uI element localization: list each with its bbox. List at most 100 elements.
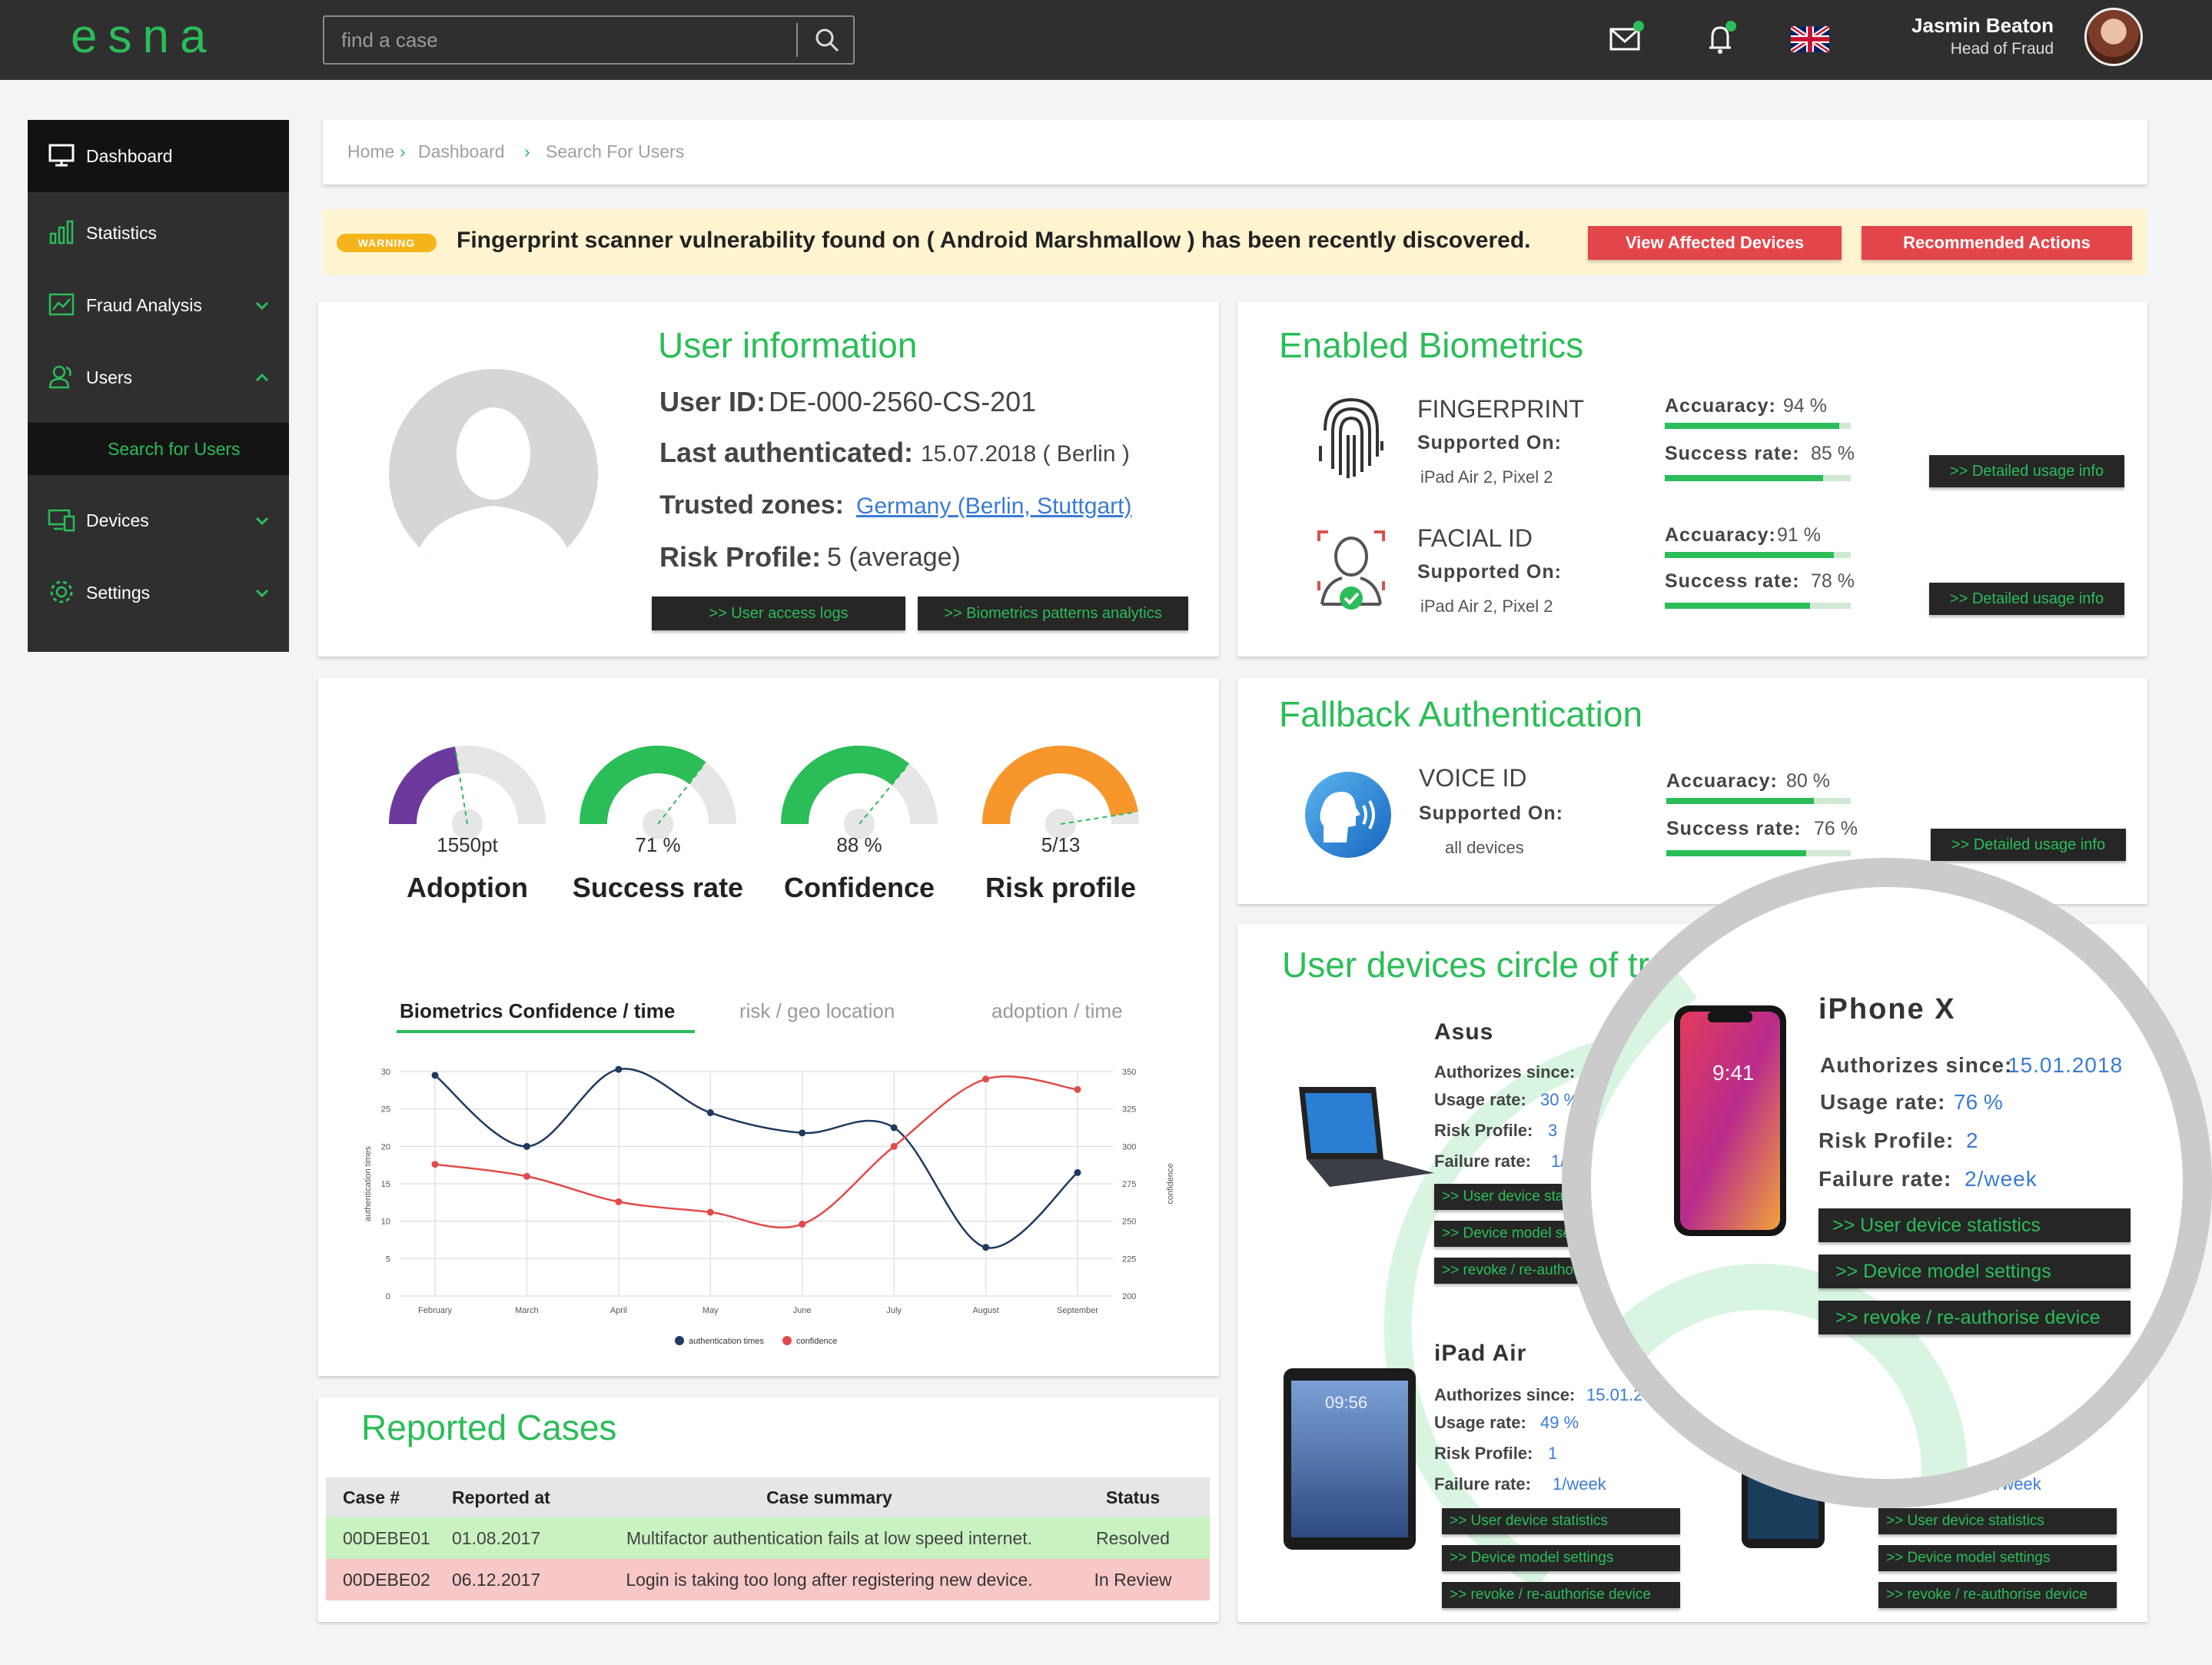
tab-adoption-time[interactable]: adoption / time <box>991 999 1123 1022</box>
mail-icon[interactable] <box>1606 18 1646 58</box>
gauge-value: 71 % <box>635 833 681 856</box>
gauge-value: 1550pt <box>437 833 498 856</box>
chart-series-line <box>434 1075 1078 1229</box>
chart-point <box>890 1142 898 1150</box>
table-row[interactable]: 00DEBE02 06.12.2017 Login is taking too … <box>326 1559 1210 1600</box>
ipad-device-stats-button[interactable]: >> User device statistics <box>1442 1508 1680 1534</box>
biometrics-patterns-analytics-button[interactable]: >> Biometrics patterns analytics <box>918 597 1188 630</box>
user-info-title: User information <box>658 325 918 365</box>
facial-id-accuracy-bar <box>1665 552 1851 558</box>
header-status[interactable]: Status <box>1105 1487 1161 1507</box>
case-id[interactable]: 00DEBE01 <box>343 1527 430 1548</box>
avatar[interactable] <box>2084 8 2143 66</box>
facial-id-detailed-usage-button[interactable]: >> Detailed usage info <box>1929 583 2124 615</box>
biometrics-confidence-chart: 30 350 25 325 20 300 15 275 10 250 5 225 0 200 Februar… <box>364 1065 1175 1346</box>
enabled-biometrics-card: Enabled Biometrics FINGERPRINT Supported… <box>1237 301 2147 656</box>
facial-id-accuracy-label: Accuaracy: <box>1665 524 1776 546</box>
chart-point <box>706 1109 714 1117</box>
iphone-revoke-button[interactable]: >> revoke / re-authorise device <box>1818 1301 2131 1334</box>
case-id[interactable]: 00DEBE02 <box>343 1569 430 1590</box>
facial-id-success-label: Success rate: <box>1665 570 1800 592</box>
ipad-since-label: Authorizes since: <box>1434 1385 1576 1404</box>
chart-legend-marker <box>675 1336 684 1345</box>
bell-icon[interactable] <box>1702 18 1742 58</box>
gauge-fill <box>982 746 1138 825</box>
chart-legend-label: confidence <box>796 1337 837 1346</box>
metrics-card: 1550pt Adoption 71 % Success rate 88 % C… <box>318 678 1219 1376</box>
trusted-zones-link[interactable]: Germany (Berlin, Stuttgart) <box>856 494 1132 519</box>
monitor-icon <box>48 144 75 167</box>
voice-id-success-bar <box>1666 850 1851 856</box>
gauge-needle <box>859 765 908 825</box>
sidebar-item-settings[interactable]: Settings <box>28 557 289 629</box>
fingerprint-detailed-usage-button[interactable]: >> Detailed usage info <box>1929 455 2124 487</box>
fingerprint-supported-label: Supported On: <box>1417 432 1562 454</box>
breadcrumb-dashboard[interactable]: Dashboard <box>418 141 505 161</box>
iphone-device-stats-button[interactable]: >> User device statistics <box>1818 1208 2131 1242</box>
chevron-down-icon[interactable] <box>254 512 271 529</box>
asus-since-label: Authorizes since: <box>1434 1062 1576 1082</box>
voice-id-detailed-usage-button[interactable]: >> Detailed usage info <box>1931 829 2126 861</box>
chart-point <box>523 1172 530 1180</box>
facial-id-success-value: 78 % <box>1811 570 1855 592</box>
search-icon[interactable] <box>813 26 841 54</box>
gauge-label: Adoption <box>407 872 528 903</box>
fingerprint-success-bar <box>1665 475 1851 481</box>
breadcrumb-separator: › <box>400 141 406 161</box>
chart-y-right-tick: 200 <box>1122 1292 1136 1301</box>
header-reported-at[interactable]: Reported at <box>452 1487 550 1507</box>
ipad-model-settings-button[interactable]: >> Device model settings <box>1442 1545 1680 1571</box>
voice-id-supported-label: Supported On: <box>1419 803 1563 824</box>
iphone-usage-label: Usage rate: <box>1820 1090 1946 1114</box>
devices-title: User devices circle of trust <box>1282 945 1697 985</box>
tab-risk-geo[interactable]: risk / geo location <box>739 999 895 1022</box>
view-affected-devices-button[interactable]: View Affected Devices <box>1588 226 1842 260</box>
iphone-risk-label: Risk Profile: <box>1818 1128 1955 1152</box>
breadcrumb-current: Search For Users <box>546 141 685 161</box>
sidebar-item-users[interactable]: Users <box>28 341 289 414</box>
chart-y-tick: 0 <box>386 1292 390 1301</box>
pixel-device-stats-button[interactable]: >> User device statistics <box>1878 1508 2117 1534</box>
sidebar-item-devices[interactable]: Devices <box>28 484 289 557</box>
ipad-revoke-button[interactable]: >> revoke / re-authorise device <box>1442 1582 1680 1608</box>
sidebar-item-statistics[interactable]: Statistics <box>28 197 289 269</box>
sidebar-item-dashboard[interactable]: Dashboard <box>28 120 289 192</box>
case-date: 06.12.2017 <box>452 1569 541 1590</box>
chevron-down-icon[interactable] <box>254 297 271 314</box>
iphone-model-settings-button[interactable]: >> Device model settings <box>1818 1255 2131 1288</box>
tab-biometrics-confidence[interactable]: Biometrics Confidence / time <box>400 999 676 1022</box>
ipad-fail-label: Failure rate: <box>1434 1474 1531 1494</box>
chevron-up-icon[interactable] <box>254 369 271 386</box>
breadcrumb-separator: › <box>524 141 530 161</box>
sidebar-item-search-users[interactable]: Search for Users <box>28 423 289 475</box>
header-summary[interactable]: Case summary <box>766 1487 892 1507</box>
voice-id-devices: all devices <box>1445 838 1524 857</box>
gauge-label: Confidence <box>783 872 935 903</box>
recommended-actions-button[interactable]: Recommended Actions <box>1862 226 2132 260</box>
chart-x-tick: February <box>418 1306 453 1315</box>
esna-logo[interactable]: esna <box>71 10 218 63</box>
chart-x-tick: June <box>793 1306 812 1315</box>
chart-point <box>615 1065 623 1073</box>
case-date: 01.08.2017 <box>452 1527 541 1548</box>
chart-legend-marker <box>782 1336 792 1345</box>
sidebar-item-fraud-analysis[interactable]: Fraud Analysis <box>28 269 289 341</box>
pixel-model-settings-button[interactable]: >> Device model settings <box>1878 1545 2117 1571</box>
gauge-needle <box>454 749 468 825</box>
chart-y-tick: 5 <box>386 1255 390 1264</box>
search-input[interactable] <box>324 17 796 63</box>
fallback-auth-card: Fallback Authentication VOICE ID Support… <box>1237 678 2147 904</box>
user-access-logs-button[interactable]: >> User access logs <box>652 597 905 630</box>
fingerprint-icon <box>1319 397 1383 478</box>
gauge-label: Success rate <box>572 872 744 903</box>
chart-y-tick: 20 <box>381 1142 390 1152</box>
uk-flag-icon[interactable] <box>1791 26 1829 52</box>
user-name[interactable]: Jasmin Beaton <box>1911 14 2054 37</box>
chevron-down-icon[interactable] <box>254 584 271 601</box>
pixel-revoke-button[interactable]: >> revoke / re-authorise device <box>1878 1582 2117 1608</box>
chart-window-icon <box>48 293 75 316</box>
header-case[interactable]: Case # <box>343 1487 400 1507</box>
chart-y-tick: 25 <box>381 1105 390 1115</box>
table-row[interactable]: 00DEBE01 01.08.2017 Multifactor authenti… <box>326 1517 1210 1559</box>
breadcrumb-home[interactable]: Home <box>347 141 395 161</box>
